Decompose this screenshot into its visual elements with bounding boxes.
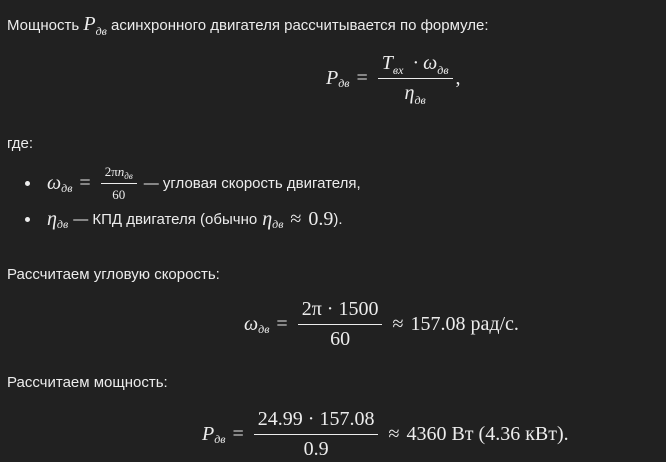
text: (4.36 кВт). xyxy=(478,423,569,445)
heading: Рассчитаем мощность: xyxy=(7,374,168,391)
var: P xyxy=(83,13,96,35)
op: = xyxy=(356,67,368,89)
bullet-dot xyxy=(25,217,30,222)
unit: Вт xyxy=(451,423,474,445)
unit: рад/с. xyxy=(470,313,519,335)
fraction: Tвх · ωдв ηдв xyxy=(377,52,453,107)
value: 0.9 xyxy=(308,208,334,230)
sub: дв xyxy=(272,217,284,231)
text: где: xyxy=(7,135,34,152)
op: ≈ xyxy=(290,208,302,230)
bullet-dot xyxy=(25,181,30,186)
sub: дв xyxy=(437,63,449,77)
bullet-item: ω дв = 2πnдв 60 — угловая скорость двигат… xyxy=(0,164,361,203)
num: 2π xyxy=(104,164,118,179)
var: η xyxy=(262,208,273,230)
group: 60 xyxy=(108,184,129,203)
where: где: xyxy=(7,135,33,152)
var: η xyxy=(47,208,57,230)
text: асинхронного двигателя рассчитывается по… xyxy=(111,17,489,34)
punct: , xyxy=(455,67,461,89)
result: 157.08 xyxy=(410,313,466,335)
sub: дв xyxy=(258,322,270,336)
op: ≈ xyxy=(392,313,404,335)
bullet-item: η дв — КПД двигателя (обычно η дв ≈ 0.9). xyxy=(0,208,343,231)
formula-speed: ω дв = 2π · 1500 60 ≈ 157.08 рад/с. xyxy=(244,298,519,351)
var: ω xyxy=(244,313,259,335)
intro: Мощность Pдв асинхронного двигателя расс… xyxy=(7,13,489,38)
fraction: 24.99 · 157.08 0.9 xyxy=(253,408,379,461)
text: Рассчитаем угловую скорость: xyxy=(7,266,220,283)
sub: дв xyxy=(214,432,226,446)
text: — угловая скорость двигателя, xyxy=(143,175,361,192)
var: T xyxy=(381,52,393,74)
sub: дв xyxy=(61,181,73,195)
group: Tвх · ωдв xyxy=(377,52,453,79)
var: η xyxy=(404,82,415,104)
den: 60 xyxy=(112,187,126,202)
den: 60 xyxy=(330,328,351,350)
op: = xyxy=(276,313,288,335)
fraction: 2π · 1500 60 xyxy=(297,298,383,351)
op: = xyxy=(232,423,244,445)
var: P xyxy=(202,423,215,445)
sub: дв xyxy=(124,171,133,181)
sub: дв xyxy=(414,93,426,107)
op: ≈ xyxy=(388,423,400,445)
result: 4360 xyxy=(406,423,447,445)
var: P xyxy=(326,67,339,89)
op: = xyxy=(79,172,91,194)
var: n xyxy=(117,164,125,179)
text: Рассчитаем мощность: xyxy=(7,374,168,391)
var: ω xyxy=(423,52,438,74)
num: 24.99 · 157.08 xyxy=(253,408,379,435)
fraction: 2πnдв 60 xyxy=(100,164,137,203)
sub: дв xyxy=(338,76,350,90)
group: ηдв xyxy=(401,79,430,107)
text: — КПД двигателя (обычно xyxy=(73,211,258,228)
heading: Рассчитаем угловую скорость: xyxy=(7,266,220,283)
group: 2πnдв xyxy=(100,164,137,184)
op: · xyxy=(412,52,420,74)
num: 2π · 1500 xyxy=(297,298,383,325)
sub: дв xyxy=(56,217,69,231)
var: ω xyxy=(47,172,62,194)
den: 0.9 xyxy=(303,438,329,460)
sub: вх xyxy=(392,63,404,77)
sub: дв xyxy=(95,24,107,38)
text: Мощность xyxy=(7,17,80,34)
text: ). xyxy=(333,211,343,228)
